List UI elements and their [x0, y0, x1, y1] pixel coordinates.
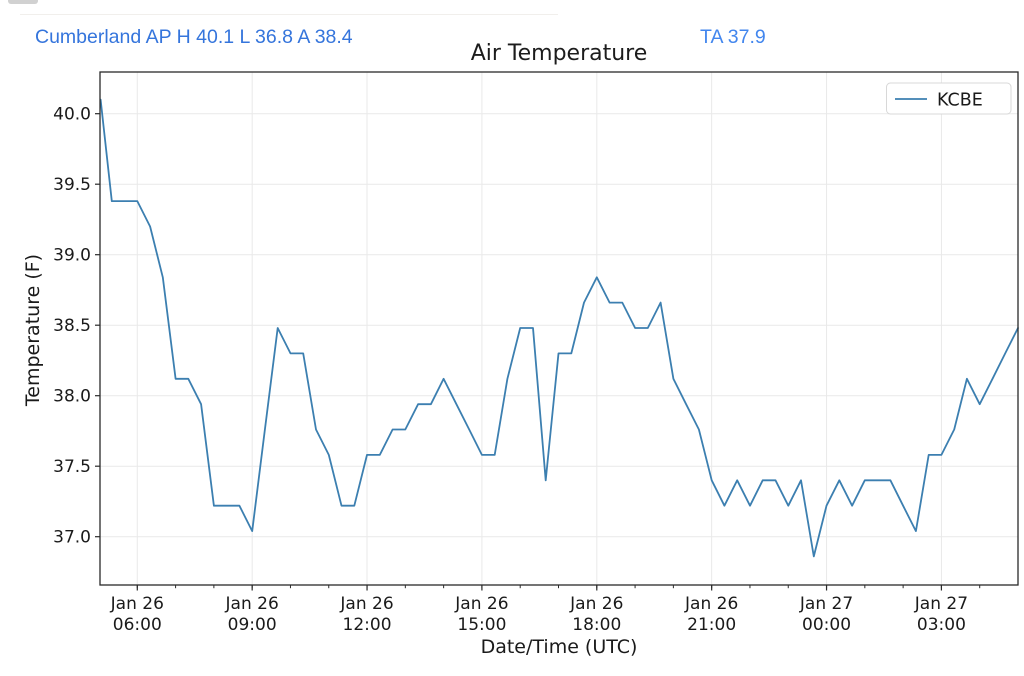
chart-title: Air Temperature [470, 41, 648, 66]
y-tick-label: 37.5 [53, 457, 91, 477]
x-tick-label: Jan 26 12:00 [339, 594, 393, 635]
y-tick-label: 39.5 [53, 175, 91, 195]
x-axis-label: Date/Time (UTC) [480, 636, 638, 658]
x-tick-label: Jan 26 21:00 [684, 594, 738, 635]
x-gridlines [136, 72, 942, 585]
x-tick-label: Jan 26 15:00 [454, 594, 508, 635]
x-tick-label: Jan 26 09:00 [225, 594, 279, 635]
plot-border [99, 71, 1019, 586]
x-tick-label: Jan 27 03:00 [914, 594, 968, 635]
station-summary-text: Cumberland AP H 40.1 L 36.8 A 38.4 [35, 26, 353, 48]
temperature-line [99, 98, 1019, 558]
crop-artifact [8, 0, 38, 4]
x-tick-label: Jan 27 00:00 [799, 594, 853, 635]
y-tick-label: 40.0 [53, 105, 91, 125]
y-tick-label: 38.5 [53, 316, 91, 336]
ta-summary-text: TA 37.9 [700, 26, 766, 48]
legend: KCBE [886, 82, 1012, 115]
x-axis-ticks [136, 585, 943, 591]
y-axis-ticks [95, 113, 100, 538]
y-tick-label: 39.0 [53, 246, 91, 266]
legend-label: KCBE [937, 91, 983, 111]
legend-box [886, 82, 1012, 115]
x-tick-label: Jan 26 06:00 [110, 594, 164, 635]
y-gridlines [100, 113, 1018, 538]
y-tick-label: 38.0 [53, 387, 91, 407]
y-tick-labels: 37.0 37.5 38.0 38.5 39.0 39.5 40.0 [53, 105, 91, 548]
x-tick-labels: Jan 26 06:00 Jan 26 09:00 Jan 26 12:00 Jan 26 1… [110, 594, 968, 635]
x-tick-label: Jan 26 18:00 [569, 594, 623, 635]
y-tick-label: 37.0 [53, 528, 91, 548]
divider-line [20, 14, 558, 15]
